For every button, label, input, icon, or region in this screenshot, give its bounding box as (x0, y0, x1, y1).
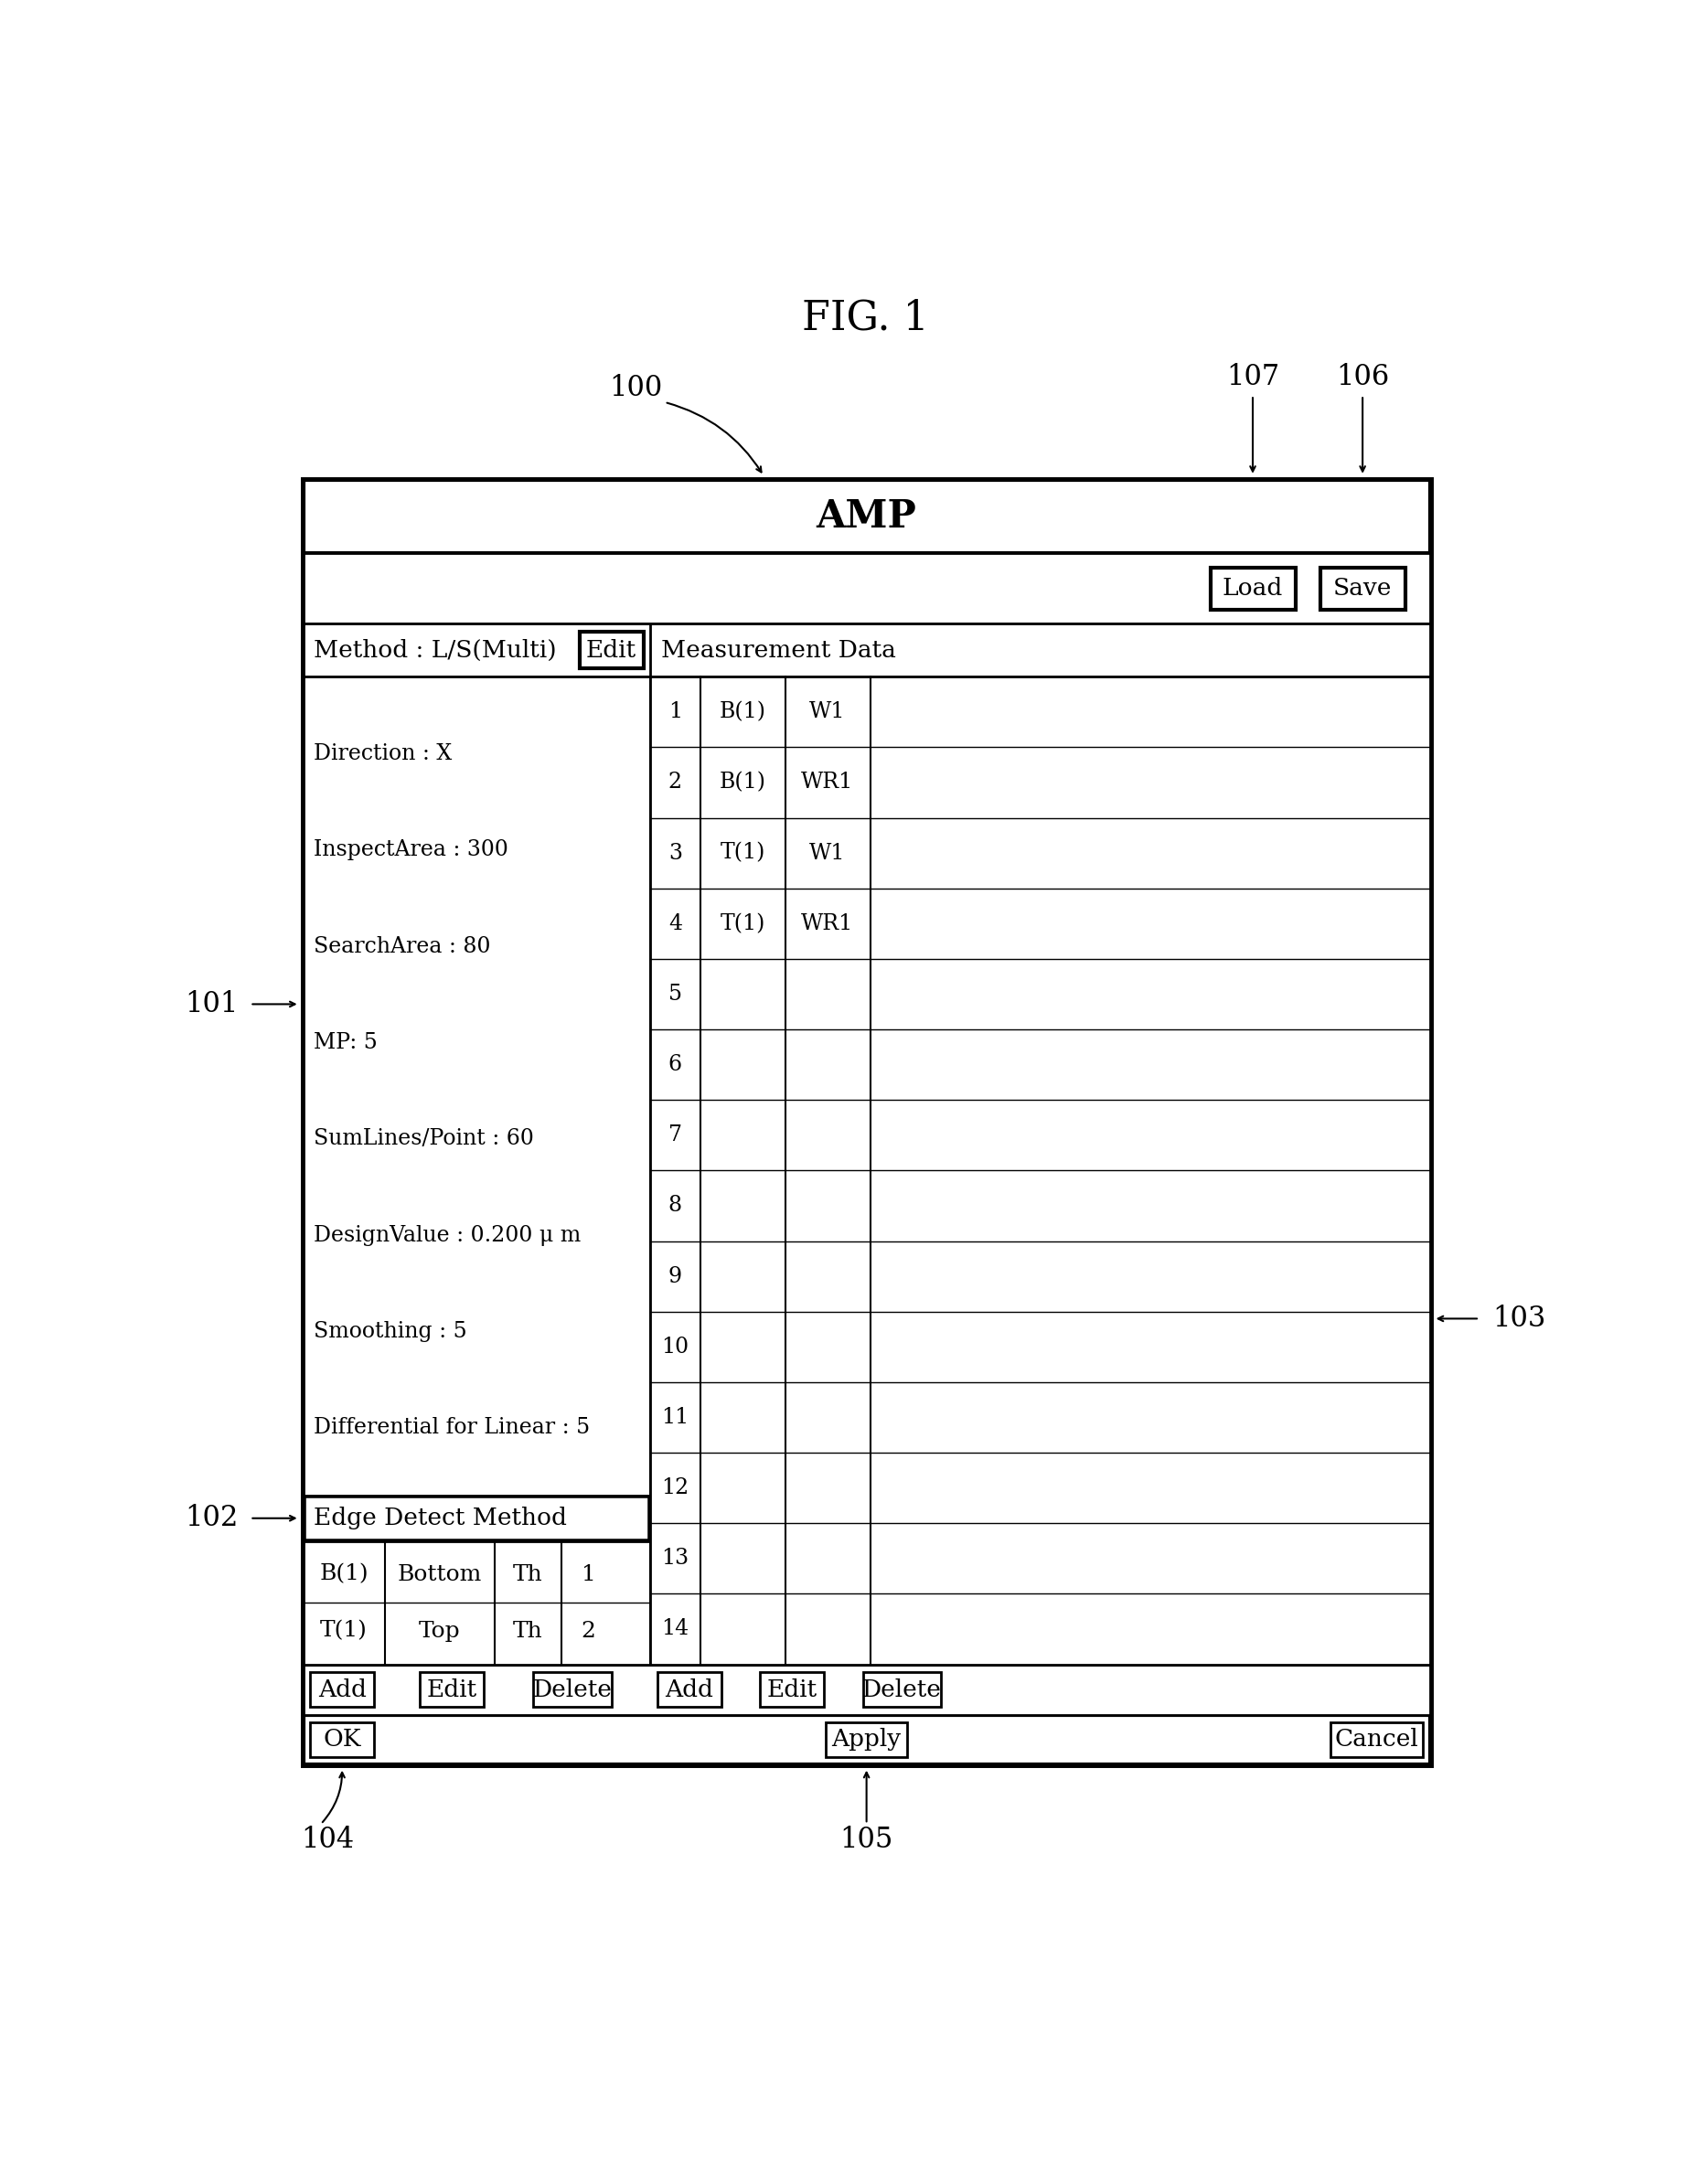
Text: T(1): T(1) (719, 913, 765, 935)
Text: Edit: Edit (766, 1677, 817, 1701)
Text: WR1: WR1 (802, 771, 854, 793)
Bar (1320, 568, 1404, 609)
Bar (863, 1673, 940, 1708)
Text: W1: W1 (810, 701, 846, 723)
Text: Smoothing : 5: Smoothing : 5 (314, 1321, 468, 1343)
Text: Edge Detect Method: Edge Detect Method (314, 1507, 567, 1529)
Bar (304, 553, 1430, 625)
Text: WR1: WR1 (802, 913, 854, 935)
Text: 6: 6 (668, 1055, 682, 1075)
Text: Method : L/S(Multi): Method : L/S(Multi) (314, 640, 557, 662)
Bar (304, 1496, 650, 1542)
Bar (760, 1673, 824, 1708)
Text: SearchArea : 80: SearchArea : 80 (314, 937, 491, 957)
Text: 101: 101 (184, 989, 238, 1018)
Text: InspectArea : 300: InspectArea : 300 (314, 839, 508, 860)
Bar (1210, 568, 1295, 609)
Bar (304, 480, 1430, 1765)
Bar (304, 1542, 650, 1664)
Text: Delete: Delete (863, 1677, 942, 1701)
Text: 3: 3 (668, 843, 682, 863)
Text: B(1): B(1) (319, 1564, 368, 1586)
Text: Add: Add (665, 1677, 714, 1701)
Bar (579, 631, 643, 668)
Text: Load: Load (1222, 577, 1283, 601)
Text: 13: 13 (662, 1548, 689, 1568)
Text: 104: 104 (302, 1826, 354, 1854)
Text: 106: 106 (1335, 363, 1389, 391)
Text: 2: 2 (581, 1621, 596, 1642)
Text: Measurement Data: Measurement Data (662, 640, 896, 662)
Text: Differential for Linear : 5: Differential for Linear : 5 (314, 1417, 591, 1439)
Bar (304, 677, 650, 1496)
Bar (304, 480, 1430, 553)
Text: B(1): B(1) (719, 771, 766, 793)
Text: 5: 5 (668, 983, 682, 1005)
Bar (1330, 1721, 1423, 1758)
Text: DesignValue : 0.200 μ m: DesignValue : 0.200 μ m (314, 1225, 581, 1245)
Text: SumLines/Point : 60: SumLines/Point : 60 (314, 1129, 533, 1149)
Text: 10: 10 (662, 1337, 689, 1358)
Text: FIG. 1: FIG. 1 (802, 297, 928, 336)
Text: Th: Th (513, 1564, 544, 1586)
Text: T(1): T(1) (321, 1621, 368, 1642)
Text: 103: 103 (1492, 1304, 1546, 1332)
Bar (533, 1673, 611, 1708)
Text: 9: 9 (668, 1267, 682, 1286)
Text: Direction : X: Direction : X (314, 743, 452, 764)
Text: 102: 102 (184, 1505, 238, 1533)
Text: Edit: Edit (427, 1677, 478, 1701)
Text: 105: 105 (841, 1826, 893, 1854)
Bar (304, 625, 1430, 1664)
Text: AMP: AMP (817, 498, 917, 535)
Bar (420, 1673, 484, 1708)
Text: Cancel: Cancel (1335, 1728, 1418, 1752)
Text: Save: Save (1334, 577, 1393, 601)
Text: T(1): T(1) (719, 843, 765, 863)
Text: 14: 14 (662, 1618, 689, 1640)
Bar (657, 1673, 721, 1708)
Text: Apply: Apply (832, 1728, 901, 1752)
Text: Top: Top (419, 1621, 461, 1642)
Bar (304, 1714, 1430, 1765)
Text: 12: 12 (662, 1476, 689, 1498)
Bar (311, 1721, 375, 1758)
Text: MP: 5: MP: 5 (314, 1033, 378, 1053)
Text: Edit: Edit (586, 640, 636, 662)
Text: Th: Th (513, 1621, 544, 1642)
Bar (311, 1673, 375, 1708)
Text: 1: 1 (581, 1564, 596, 1586)
Text: Delete: Delete (533, 1677, 613, 1701)
Text: Bottom: Bottom (397, 1564, 481, 1586)
Text: 4: 4 (668, 913, 682, 935)
Text: 11: 11 (662, 1406, 689, 1428)
Text: W1: W1 (810, 843, 846, 863)
Text: 7: 7 (668, 1125, 682, 1147)
Bar (825, 1721, 906, 1758)
Text: 100: 100 (609, 373, 663, 402)
Text: 1: 1 (668, 701, 682, 723)
Bar (304, 625, 1430, 677)
Text: 2: 2 (668, 771, 682, 793)
Text: Add: Add (317, 1677, 366, 1701)
Bar (304, 1664, 1430, 1714)
Text: B(1): B(1) (719, 701, 766, 723)
Text: 107: 107 (1225, 363, 1280, 391)
Bar (650, 677, 1430, 1664)
Text: OK: OK (322, 1728, 361, 1752)
Text: 8: 8 (668, 1195, 682, 1216)
